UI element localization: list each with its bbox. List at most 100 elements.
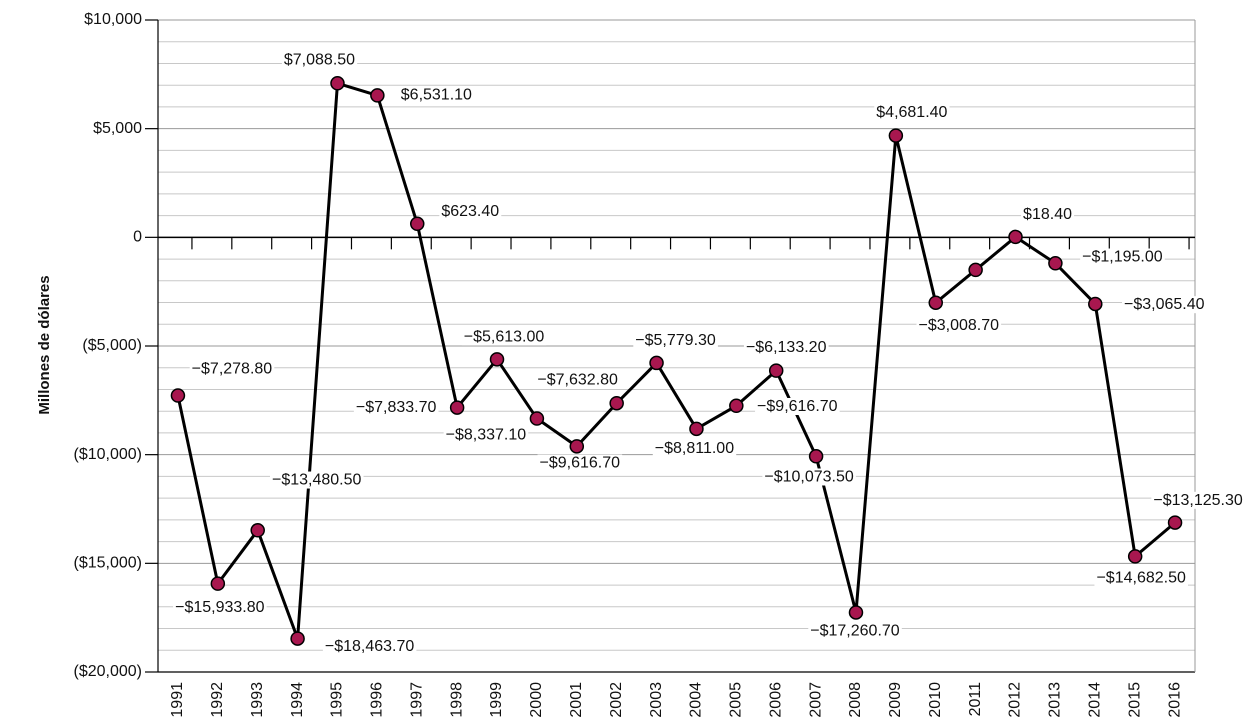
data-point — [1008, 229, 1023, 245]
value-label-background — [874, 103, 950, 121]
value-label-background — [270, 471, 364, 489]
x-tick-label: 2000 — [528, 682, 545, 718]
value-label: −$3,008.70 — [918, 317, 999, 334]
x-tick-label: 1998 — [448, 682, 465, 718]
value-label: −$7,632.80 — [537, 371, 618, 388]
value-label-background — [633, 332, 718, 350]
value-label-background — [1151, 491, 1245, 509]
x-tick-label: 1996 — [369, 682, 386, 718]
y-tick-label: ($20,000) — [74, 663, 143, 680]
value-label: −$3,065.40 — [1124, 296, 1205, 313]
data-point — [649, 355, 664, 371]
value-label: −$8,811.00 — [655, 440, 734, 457]
x-tick-label: 2003 — [648, 682, 665, 718]
x-tick-label: 1991 — [169, 682, 186, 718]
value-label: $18.40 — [1023, 206, 1072, 223]
value-label-group: −$3,065.40 — [1122, 296, 1207, 314]
value-label: −$10,073.50 — [764, 468, 854, 485]
x-tick-label: 1993 — [249, 682, 266, 718]
data-point — [808, 449, 824, 464]
annotation: −$9,616.70 — [757, 398, 838, 415]
x-tick-label: 2013 — [1047, 682, 1064, 718]
x-tick-label: 2009 — [887, 682, 904, 718]
value-label-group: $6,531.10 — [398, 86, 475, 104]
value-label-group: −$8,811.00 — [652, 440, 737, 458]
value-label-group: −$13,480.50 — [270, 471, 364, 489]
data-point — [410, 216, 425, 232]
x-tick-label: 2012 — [1007, 682, 1024, 718]
value-label-group: −$9,616.70 — [537, 454, 623, 472]
value-label-background — [762, 468, 856, 486]
value-label-background — [535, 371, 621, 389]
data-point — [569, 439, 585, 454]
x-tick-label: 2010 — [927, 682, 944, 718]
x-tick-label: 2006 — [767, 682, 784, 718]
value-label-background — [916, 316, 1002, 334]
value-label-group: −$5,779.30 — [633, 332, 718, 350]
value-label: −$9,616.70 — [540, 455, 621, 472]
data-point — [1088, 296, 1103, 312]
value-label-group: −$13,125.30 — [1151, 491, 1245, 509]
value-label-group: −$7,632.80 — [535, 371, 621, 389]
data-point — [729, 398, 744, 414]
data-point — [968, 262, 983, 278]
y-tick-label: ($15,000) — [74, 555, 143, 572]
data-point — [1167, 515, 1183, 530]
x-tick-label: 2005 — [728, 682, 745, 718]
value-label-background — [443, 426, 529, 444]
data-point — [529, 411, 545, 426]
value-label: −$14,682.50 — [1096, 570, 1186, 587]
value-label: −$18,463.70 — [325, 638, 415, 655]
data-point — [1048, 256, 1063, 271]
value-label-background — [808, 622, 902, 640]
value-label: −$13,480.50 — [272, 472, 362, 489]
y-tick-label: 0 — [133, 229, 142, 246]
value-label: −$7,278.80 — [192, 361, 273, 378]
y-tick-label: ($10,000) — [74, 446, 143, 463]
value-label-group: −$3,008.70 — [916, 316, 1002, 334]
value-label-group: −$7,278.80 — [189, 360, 275, 378]
value-label-group: −$18,463.70 — [322, 637, 417, 655]
value-label-background — [173, 598, 267, 616]
x-tick-label: 2004 — [688, 682, 705, 718]
value-label-background — [281, 51, 358, 69]
y-tick-label: $5,000 — [93, 120, 142, 137]
value-label-group: $7,088.50 — [281, 51, 358, 69]
x-tick-label: 2007 — [807, 682, 824, 718]
data-point — [290, 631, 305, 646]
value-label: −$8,337.10 — [446, 427, 527, 444]
value-label-group: −$10,073.50 — [762, 468, 856, 486]
value-label: −$5,613.00 — [464, 329, 545, 346]
value-label-group: −$8,337.10 — [443, 426, 529, 444]
y-tick-label: $10,000 — [84, 11, 142, 28]
value-label: $7,088.50 — [284, 51, 355, 68]
value-label-background — [353, 398, 439, 416]
annotation-group: −$9,616.70 — [755, 397, 840, 416]
data-point — [768, 363, 784, 378]
x-tick-label: 2014 — [1087, 682, 1104, 718]
value-label-background — [461, 328, 547, 346]
value-label: $4,681.40 — [876, 104, 947, 121]
value-label-group: −$17,260.70 — [808, 622, 902, 640]
value-label-group: $4,681.40 — [874, 103, 950, 121]
data-point — [1127, 549, 1143, 564]
series-line — [176, 81, 1177, 641]
data-point — [250, 523, 265, 538]
value-label-group: $623.40 — [439, 203, 502, 221]
data-point — [449, 400, 465, 415]
value-label-background — [1021, 206, 1075, 224]
value-label-group: −$5,613.00 — [461, 328, 547, 346]
value-label-background — [398, 86, 475, 104]
value-label: −$7,833.70 — [356, 399, 437, 416]
x-tick-label: 1995 — [329, 682, 346, 718]
value-label: −$6,133.20 — [746, 339, 827, 356]
value-label: −$13,125.30 — [1153, 492, 1243, 509]
value-label: $623.40 — [441, 203, 499, 220]
data-point — [489, 352, 505, 367]
value-label-background — [743, 338, 829, 356]
data-point — [210, 576, 226, 591]
data-point — [370, 88, 385, 103]
value-label: −$1,195.00 — [1082, 249, 1163, 266]
value-label-background — [1094, 569, 1188, 587]
data-point — [928, 295, 943, 310]
